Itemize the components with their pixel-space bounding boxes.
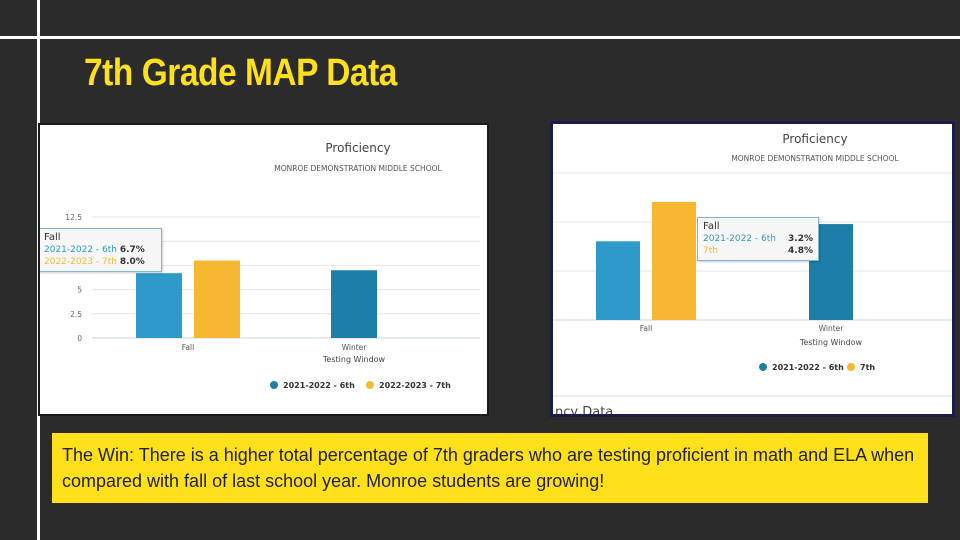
legend-marker	[270, 381, 278, 389]
y-tick-label: 2.5	[70, 310, 82, 319]
tooltip-header: Fall	[44, 232, 61, 243]
tooltip-row-2: 7th 4.8%	[703, 245, 813, 257]
proficiency-chart-left: Proficiency MONROE DEMONSTRATION MIDDLE S…	[65, 141, 480, 390]
chart-tooltip-right: Fall 2021-2022 - 6th 3.2% 7th 4.8%	[697, 217, 819, 261]
tooltip-row-value: 8.0%	[119, 257, 145, 267]
chart-panel-right: Proficiency MONROE DEMONSTRATION MIDDLE S…	[550, 121, 955, 417]
tooltip-header: Fall	[703, 221, 720, 232]
legend-label: 2021-2022 - 6th	[772, 363, 844, 372]
tooltip-row-value: 3.2%	[788, 234, 813, 244]
x-tick-label: Winter	[342, 343, 368, 352]
tooltip-row-label: 2022-2023 - 7th	[44, 257, 117, 267]
y-tick-label: 5	[77, 286, 82, 295]
bar	[194, 260, 240, 338]
x-tick-label: Fall	[640, 324, 652, 333]
tooltip-row-value: 4.8%	[788, 246, 813, 256]
win-callout: The Win: There is a higher total percent…	[52, 433, 928, 503]
x-tick-label: Fall	[182, 343, 194, 352]
tooltip-row-value: 6.7%	[119, 245, 145, 255]
legend-marker	[847, 363, 855, 371]
tooltip-row-1: 2021-2022 - 6th 3.2%	[703, 233, 813, 245]
chart-title: Proficiency	[782, 132, 847, 146]
x-axis-title: Testing Window	[322, 355, 386, 364]
tooltip-row-label: 2021-2022 - 6th	[44, 245, 117, 255]
tooltip-row-2: 2022-2023 - 7th 8.0%	[44, 256, 156, 268]
legend-label: 2021-2022 - 6th	[283, 381, 355, 390]
tooltip-row-label: 7th	[703, 246, 718, 256]
slide-title: 7th Grade MAP Data	[84, 52, 397, 94]
y-tick-label: 12.5	[65, 213, 82, 222]
chart-panel-left: Proficiency MONROE DEMONSTRATION MIDDLE S…	[38, 123, 489, 416]
legend-marker	[759, 363, 767, 371]
x-tick-label: Winter	[819, 324, 845, 333]
legend-marker	[366, 381, 374, 389]
bar	[596, 241, 640, 320]
chart-subtitle: MONROE DEMONSTRATION MIDDLE SCHOOL	[274, 164, 442, 173]
bar	[331, 270, 377, 338]
legend-label: 7th	[860, 363, 875, 372]
y-tick-label: 0	[77, 334, 82, 343]
legend-label: 2022-2023 - 7th	[379, 381, 451, 390]
chart-subtitle: MONROE DEMONSTRATION MIDDLE SCHOOL	[731, 154, 899, 163]
x-axis-title: Testing Window	[799, 338, 863, 347]
chart-tooltip-left: Fall 2021-2022 - 6th 6.7% 2022-2023 - 7t…	[40, 228, 162, 272]
decorative-horizontal-line	[0, 36, 960, 39]
proficiency-chart-right: Proficiency MONROE DEMONSTRATION MIDDLE S…	[553, 132, 952, 397]
cropped-caption: ncy Data	[555, 405, 614, 417]
bar	[652, 201, 696, 320]
tooltip-row-label: 2021-2022 - 6th	[703, 234, 776, 244]
tooltip-row-1: 2021-2022 - 6th 6.7%	[44, 244, 156, 256]
chart-title: Proficiency	[325, 141, 390, 155]
bar	[136, 273, 182, 338]
